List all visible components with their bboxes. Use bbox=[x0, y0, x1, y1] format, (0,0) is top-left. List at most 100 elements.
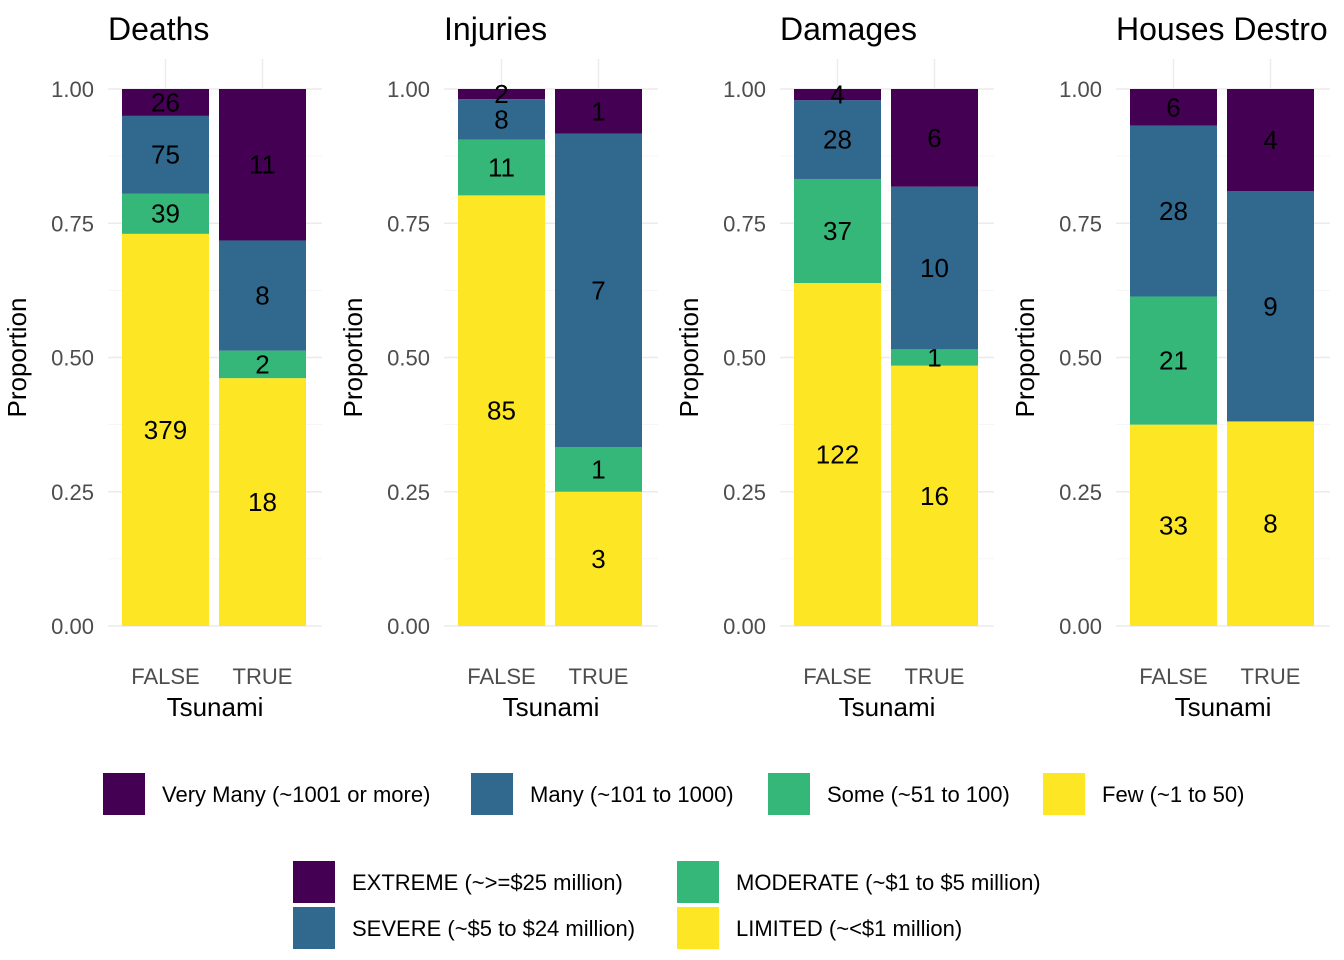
legend-label: EXTREME (~>=$25 million) bbox=[352, 870, 623, 895]
y-tick-label: 1.00 bbox=[51, 77, 94, 102]
facet-title: Deaths bbox=[108, 11, 209, 47]
segment-value-label: 8 bbox=[494, 104, 508, 134]
segment-value-label: 1 bbox=[591, 96, 605, 126]
x-axis-title: Tsunami bbox=[167, 692, 264, 722]
segment-value-label: 4 bbox=[830, 80, 844, 110]
y-tick-label: 0.75 bbox=[723, 211, 766, 236]
bar-segment bbox=[555, 89, 642, 134]
segment-value-label: 85 bbox=[487, 396, 516, 426]
bar-segment bbox=[1227, 421, 1314, 626]
bar-segment bbox=[219, 378, 306, 626]
segment-value-label: 8 bbox=[1263, 509, 1277, 539]
bar-segment bbox=[1130, 125, 1217, 297]
y-tick-label: 0.75 bbox=[1059, 211, 1102, 236]
x-axis-title: Tsunami bbox=[839, 692, 936, 722]
y-axis-title: Proportion bbox=[1010, 298, 1040, 418]
bar-segment bbox=[458, 99, 545, 140]
facet-panel-deaths: 0.00 0.25 0.50 0.75 1.00 379 39 75 26 FALSE 18 2 8 11… bbox=[2, 11, 322, 722]
y-tick-label: 0.25 bbox=[51, 480, 94, 505]
bar-segment bbox=[891, 89, 978, 187]
y-tick-label: 0.25 bbox=[387, 480, 430, 505]
legend-label: LIMITED (~<$1 million) bbox=[736, 916, 962, 941]
y-tick-label: 1.00 bbox=[387, 77, 430, 102]
bar-segment bbox=[458, 89, 545, 100]
bar-segment bbox=[122, 233, 209, 627]
bar-segment bbox=[891, 349, 978, 366]
segment-value-label: 75 bbox=[151, 140, 180, 170]
x-tick-label: FALSE bbox=[131, 664, 199, 689]
bar-segment bbox=[794, 178, 881, 283]
segment-value-label: 1 bbox=[927, 343, 941, 373]
y-tick-label: 0.00 bbox=[51, 614, 94, 639]
bar-segment bbox=[1130, 296, 1217, 425]
bar-segment bbox=[891, 186, 978, 350]
legend-label: Few (~1 to 50) bbox=[1102, 782, 1244, 807]
x-tick-label: TRUE bbox=[569, 664, 629, 689]
y-axis-title: Proportion bbox=[2, 298, 32, 418]
x-tick-label: TRUE bbox=[1241, 664, 1301, 689]
x-axis-title: Tsunami bbox=[503, 692, 600, 722]
segment-value-label: 379 bbox=[144, 415, 187, 445]
bar-segment bbox=[458, 139, 545, 196]
segment-value-label: 18 bbox=[248, 487, 277, 517]
segment-value-label: 10 bbox=[920, 253, 949, 283]
x-tick-label: TRUE bbox=[233, 664, 293, 689]
facet-panel-damages: 0.00 0.25 0.50 0.75 1.00 122 37 28 4 FALSE 16 1 10 6 T… bbox=[674, 11, 994, 722]
bar-segment bbox=[219, 89, 306, 241]
y-tick-label: 0.75 bbox=[387, 211, 430, 236]
x-tick-label: FALSE bbox=[1139, 664, 1207, 689]
x-axis-title: Tsunami bbox=[1175, 692, 1272, 722]
y-tick-label: 0.75 bbox=[51, 211, 94, 236]
bar-segment bbox=[794, 100, 881, 179]
segment-value-label: 16 bbox=[920, 481, 949, 511]
bar-segment bbox=[555, 491, 642, 626]
legend-label: Very Many (~1001 or more) bbox=[162, 782, 430, 807]
x-tick-label: FALSE bbox=[467, 664, 535, 689]
segment-value-label: 3 bbox=[591, 544, 605, 574]
legend-swatch bbox=[768, 773, 810, 815]
facet-title: Houses Destro bbox=[1116, 11, 1328, 47]
y-tick-label: 0.25 bbox=[1059, 480, 1102, 505]
legend-swatch bbox=[293, 907, 335, 949]
facet-title: Damages bbox=[780, 11, 917, 47]
segment-value-label: 9 bbox=[1263, 291, 1277, 321]
facet-panel-houses-destro: 0.00 0.25 0.50 0.75 1.00 33 21 28 6 FALSE 8 9 4 TRUE H… bbox=[1010, 11, 1330, 722]
segment-value-label: 26 bbox=[151, 87, 180, 117]
bar-segment bbox=[219, 240, 306, 351]
bar-segment bbox=[122, 115, 209, 194]
segment-value-label: 37 bbox=[823, 216, 852, 246]
y-tick-label: 0.50 bbox=[51, 346, 94, 371]
facet-title: Injuries bbox=[444, 11, 547, 47]
bar-segment bbox=[1227, 191, 1314, 422]
segment-value-label: 7 bbox=[591, 275, 605, 305]
bar-segment bbox=[219, 350, 306, 379]
bar-segment bbox=[794, 282, 881, 626]
y-tick-label: 0.00 bbox=[723, 614, 766, 639]
legend-swatch bbox=[103, 773, 145, 815]
segment-value-label: 6 bbox=[1166, 92, 1180, 122]
y-tick-label: 0.50 bbox=[723, 346, 766, 371]
legend-label: MODERATE (~$1 to $5 million) bbox=[736, 870, 1041, 895]
segment-value-label: 1 bbox=[591, 454, 605, 484]
segment-value-label: 11 bbox=[249, 150, 276, 180]
y-tick-label: 1.00 bbox=[1059, 77, 1102, 102]
bar-segment bbox=[1130, 89, 1217, 126]
bar-segment bbox=[122, 89, 209, 116]
y-axis-title: Proportion bbox=[674, 298, 704, 418]
y-tick-label: 0.00 bbox=[1059, 614, 1102, 639]
y-tick-label: 0.00 bbox=[387, 614, 430, 639]
bar-segment bbox=[891, 365, 978, 626]
x-tick-label: TRUE bbox=[905, 664, 965, 689]
y-axis-title: Proportion bbox=[338, 298, 368, 418]
legend-swatch bbox=[471, 773, 513, 815]
facet-panel-injuries: 0.00 0.25 0.50 0.75 1.00 85 11 82 FALSE 3 1 7 1 TRUE I… bbox=[338, 11, 658, 722]
bar-segment bbox=[555, 447, 642, 492]
bar-segment bbox=[1130, 424, 1217, 626]
legend-swatch bbox=[1043, 773, 1085, 815]
legend-swatch bbox=[677, 861, 719, 903]
legend-swatch bbox=[677, 907, 719, 949]
segment-value-label: 2 bbox=[255, 349, 269, 379]
y-tick-label: 1.00 bbox=[723, 77, 766, 102]
segment-value-label: 33 bbox=[1159, 510, 1188, 540]
